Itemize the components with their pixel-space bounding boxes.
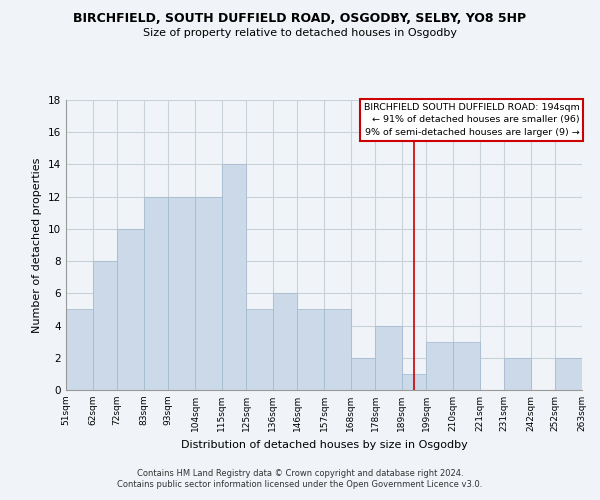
Bar (402, 374, 426, 390)
Bar (504, 358, 531, 390)
Bar (246, 310, 273, 390)
Bar (324, 310, 351, 390)
Bar (375, 326, 402, 390)
Bar (351, 358, 375, 390)
Text: BIRCHFIELD, SOUTH DUFFIELD ROAD, OSGODBY, SELBY, YO8 5HP: BIRCHFIELD, SOUTH DUFFIELD ROAD, OSGODBY… (73, 12, 527, 26)
Bar (273, 294, 297, 390)
Bar (222, 164, 246, 390)
Bar (453, 342, 480, 390)
Y-axis label: Number of detached properties: Number of detached properties (32, 158, 43, 332)
Bar (426, 342, 453, 390)
Bar (168, 196, 195, 390)
Bar (297, 310, 324, 390)
Text: Contains HM Land Registry data © Crown copyright and database right 2024.: Contains HM Land Registry data © Crown c… (137, 468, 463, 477)
Bar (195, 196, 222, 390)
Text: BIRCHFIELD SOUTH DUFFIELD ROAD: 194sqm
← 91% of detached houses are smaller (96): BIRCHFIELD SOUTH DUFFIELD ROAD: 194sqm ←… (364, 103, 580, 137)
X-axis label: Distribution of detached houses by size in Osgodby: Distribution of detached houses by size … (181, 440, 467, 450)
Bar (66, 310, 93, 390)
Bar (144, 196, 168, 390)
Bar (93, 261, 117, 390)
Text: Size of property relative to detached houses in Osgodby: Size of property relative to detached ho… (143, 28, 457, 38)
Bar (555, 358, 582, 390)
Text: Contains public sector information licensed under the Open Government Licence v3: Contains public sector information licen… (118, 480, 482, 489)
Bar (117, 229, 144, 390)
